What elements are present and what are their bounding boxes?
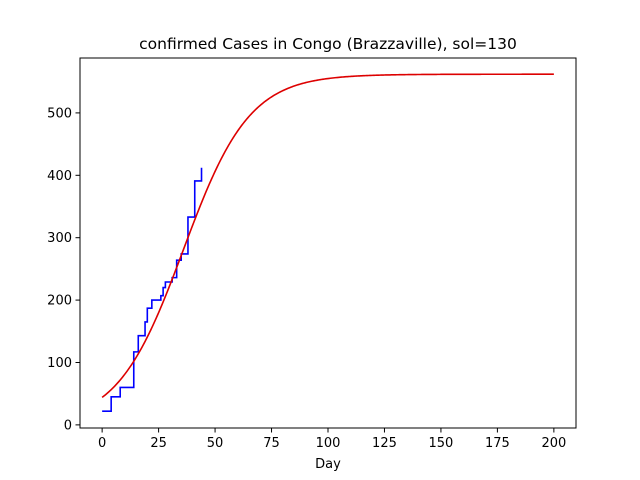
- y-tick-label: 500: [47, 106, 72, 121]
- plot-area: [101, 73, 554, 412]
- x-axis-label: Day: [315, 457, 341, 472]
- x-tick-label: 75: [263, 436, 280, 451]
- x-tick-label: 25: [150, 436, 167, 451]
- series-line-fitted: [101, 73, 554, 399]
- x-tick-label: 100: [316, 436, 341, 451]
- y-tick-label: 100: [47, 356, 72, 371]
- x-axis: 0 25 50 75 100 125 150 175 200: [98, 428, 566, 451]
- y-axis: 0 100 200 300 400 500: [47, 106, 80, 433]
- y-tick-label: 300: [47, 231, 72, 246]
- y-tick-label: 200: [47, 294, 72, 309]
- y-tick-label: 400: [47, 169, 72, 184]
- series-line-observed: [102, 167, 203, 412]
- x-tick-label: 200: [541, 436, 566, 451]
- y-tick-label: 0: [64, 418, 72, 433]
- x-tick-label: 175: [485, 436, 510, 451]
- x-tick-label: 150: [429, 436, 454, 451]
- x-tick-label: 125: [372, 436, 397, 451]
- chart-title: confirmed Cases in Congo (Brazzaville), …: [139, 35, 517, 53]
- x-tick-label: 0: [98, 436, 106, 451]
- x-tick-label: 50: [207, 436, 224, 451]
